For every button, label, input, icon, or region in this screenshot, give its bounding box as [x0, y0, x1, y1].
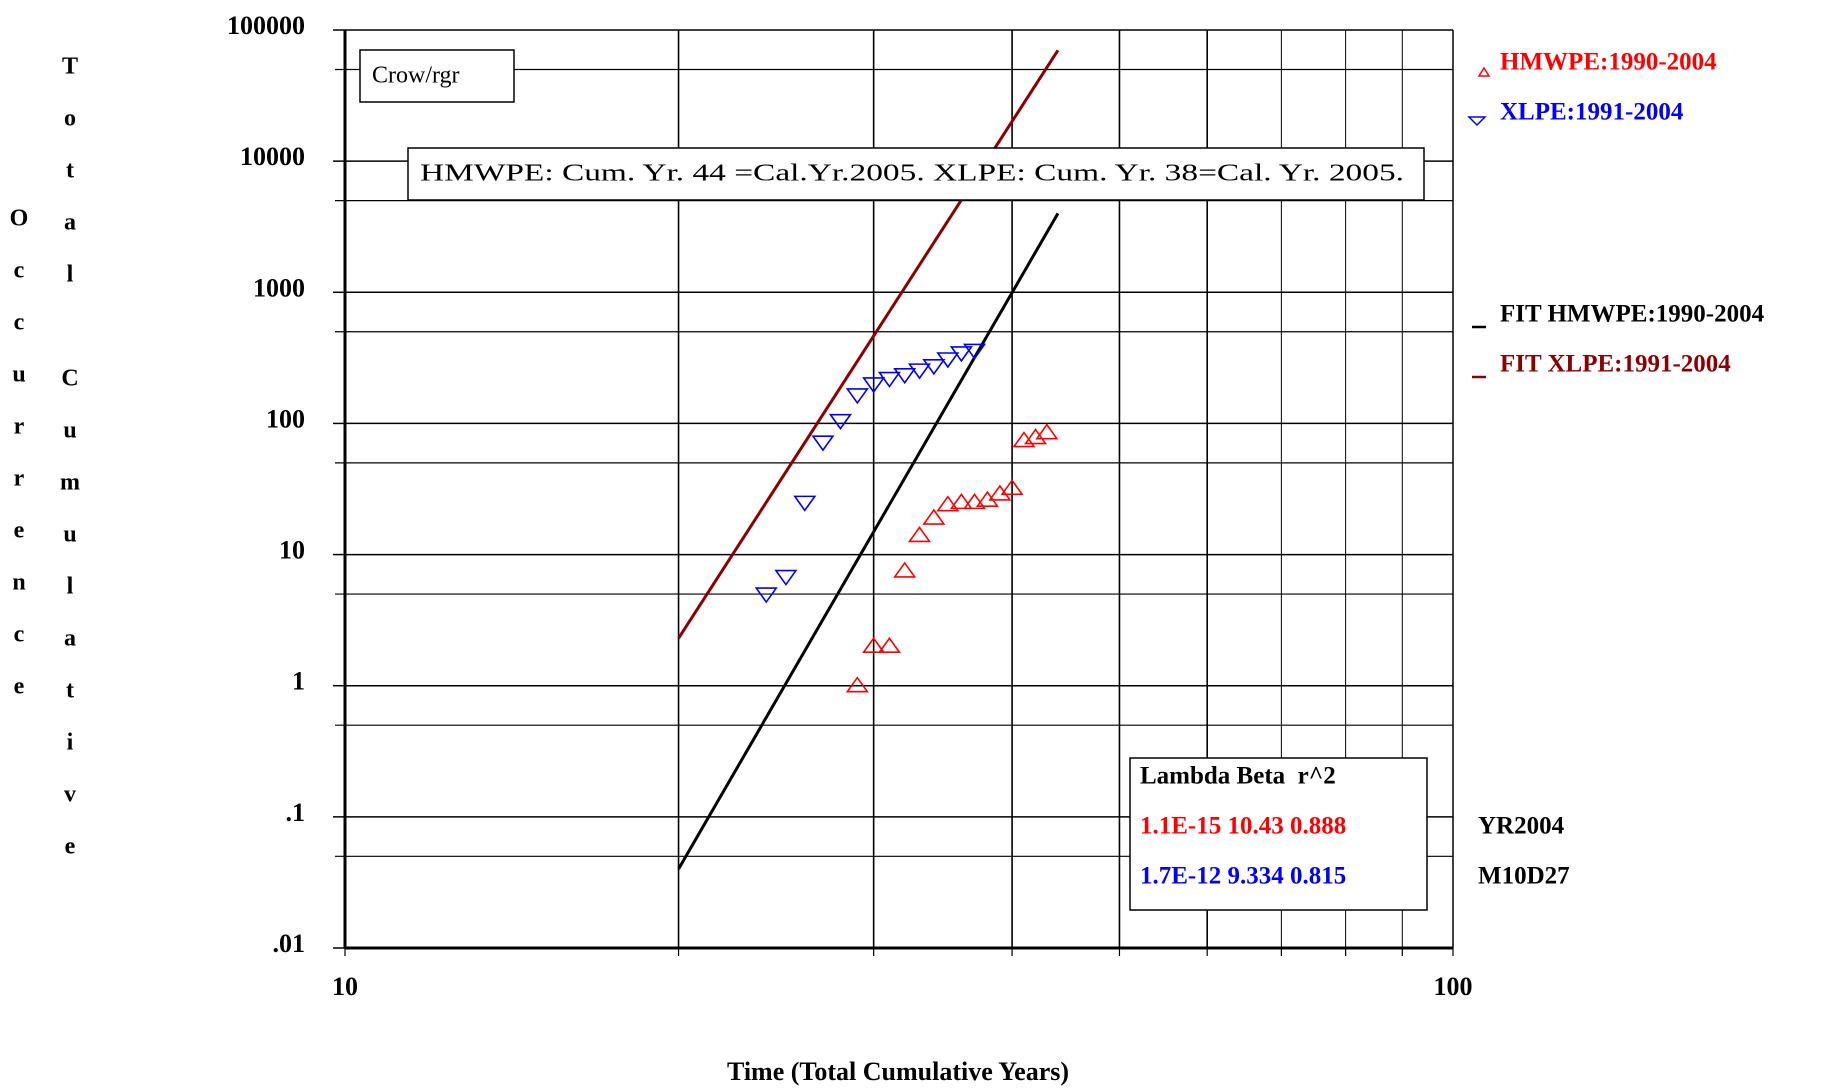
y-label-letter: t [66, 678, 74, 704]
data-point [774, 569, 798, 586]
triangle-up-icon [1477, 66, 1491, 77]
legend-item-fit-xlpe: FIT XLPE:1991-2004 [1472, 351, 1731, 379]
data-point [949, 493, 973, 510]
data-point [936, 352, 960, 369]
data-point [949, 346, 973, 363]
data-point [893, 367, 917, 385]
method-box: Crow/rgr [359, 49, 515, 103]
data-point [1035, 423, 1059, 440]
y-label-letter: e [14, 674, 25, 700]
x-tick-label: 10 [332, 972, 358, 1001]
y-label-letter: l [67, 574, 74, 600]
y-tick-label: 100 [266, 404, 305, 433]
stats-box: Lambda Beta r^2 1.1E-15 10.43 0.888 1.7E… [1129, 757, 1428, 911]
fit-line [677, 212, 1060, 870]
legend-item-xlpe: XLPE:1991-2004 [1467, 99, 1684, 127]
y-label-letter: a [64, 210, 76, 236]
x-axis-label: Time (Total Cumulative Years) [727, 1057, 1069, 1086]
data-point [1000, 478, 1024, 496]
y-label-letter: n [12, 570, 25, 596]
y-tick-label: .01 [273, 929, 306, 958]
legend-label-hmwpe: HMWPE:1990-2004 [1500, 49, 1717, 76]
y-label-letter: c [14, 258, 25, 284]
legend: HMWPE:1990-2004 XLPE:1991-2004 FIT HMWPE… [1467, 49, 1765, 379]
y-label-letter: i [67, 730, 74, 756]
legend-item-hmwpe: HMWPE:1990-2004 [1477, 49, 1717, 77]
data-point [877, 371, 901, 388]
date-line-monthday: M10D27 [1478, 863, 1570, 890]
legend-label-fit-hmwpe: FIT HMWPE:1990-2004 [1500, 301, 1765, 328]
y-label-letter: e [14, 518, 25, 544]
y-label-letter: l [67, 262, 74, 288]
y-tick-label: .1 [286, 798, 306, 827]
data-point [936, 495, 960, 512]
y-label-letter: C [61, 366, 78, 392]
y-tick-label: 1 [292, 667, 305, 696]
legend-item-fit-hmwpe: FIT HMWPE:1990-2004 [1472, 301, 1765, 329]
y-label-letter: o [64, 106, 76, 132]
date-line-year: YR2004 [1478, 813, 1565, 840]
note-box: HMWPE: Cum. Yr. 44 =Cal.Yr.2005. XLPE: C… [407, 147, 1425, 201]
note-box-label: HMWPE: Cum. Yr. 44 =Cal.Yr.2005. XLPE: C… [420, 161, 1404, 187]
legend-label-fit-xlpe: FIT XLPE:1991-2004 [1500, 351, 1731, 378]
y-label-letter: u [63, 522, 76, 548]
y-label-letter: t [66, 158, 74, 184]
data-point [907, 526, 932, 543]
y-label-letter: O [10, 206, 29, 232]
triangle-down-icon [1467, 116, 1487, 127]
data-point [963, 343, 987, 360]
y-tick-label: 100000 [227, 11, 305, 40]
data-point [754, 587, 778, 604]
stats-row-hmwpe: 1.1E-15 10.43 0.888 [1140, 813, 1346, 840]
y-label-letter: a [64, 626, 76, 652]
y-label-letter: u [63, 418, 76, 444]
legend-label-xlpe: XLPE:1991-2004 [1500, 99, 1684, 126]
method-box-label: Crow/rgr [372, 63, 460, 89]
data-point [877, 636, 901, 654]
y-label-letter: c [14, 310, 25, 336]
data-points [754, 343, 1059, 693]
data-point [862, 377, 886, 394]
fit-line [677, 49, 1060, 640]
y-label-letter: r [14, 414, 25, 440]
data-point [1024, 428, 1048, 445]
tick-labels: 100000 10000 1000 100 10 1 .1 .01 10 100 [227, 11, 1473, 1001]
y-tick-label: 1000 [253, 273, 305, 302]
data-point [862, 636, 886, 654]
y-label-letter: T [62, 54, 78, 80]
y-label-letter: c [14, 622, 25, 648]
y-label-letter: u [12, 362, 25, 388]
stats-row-xlpe: 1.7E-12 9.334 0.815 [1140, 863, 1346, 890]
data-point [988, 484, 1012, 501]
data-point [893, 561, 917, 578]
y-tick-label: 10000 [240, 142, 305, 171]
y-label-letter: e [65, 834, 76, 860]
stats-header: Lambda Beta r^2 [1140, 763, 1336, 790]
data-point [845, 676, 869, 693]
y-tick-label: 10 [279, 536, 305, 565]
y-label-letter: v [64, 782, 76, 808]
y-label-letter: r [14, 466, 25, 492]
data-point [922, 508, 946, 525]
x-tick-label: 100 [1434, 972, 1473, 1001]
data-point [907, 363, 932, 380]
y-label-letter: m [60, 470, 80, 496]
data-point [845, 388, 869, 405]
data-point [922, 359, 946, 376]
data-point [828, 413, 853, 431]
data-point [811, 435, 835, 452]
data-point [793, 495, 817, 512]
data-point [963, 493, 987, 510]
